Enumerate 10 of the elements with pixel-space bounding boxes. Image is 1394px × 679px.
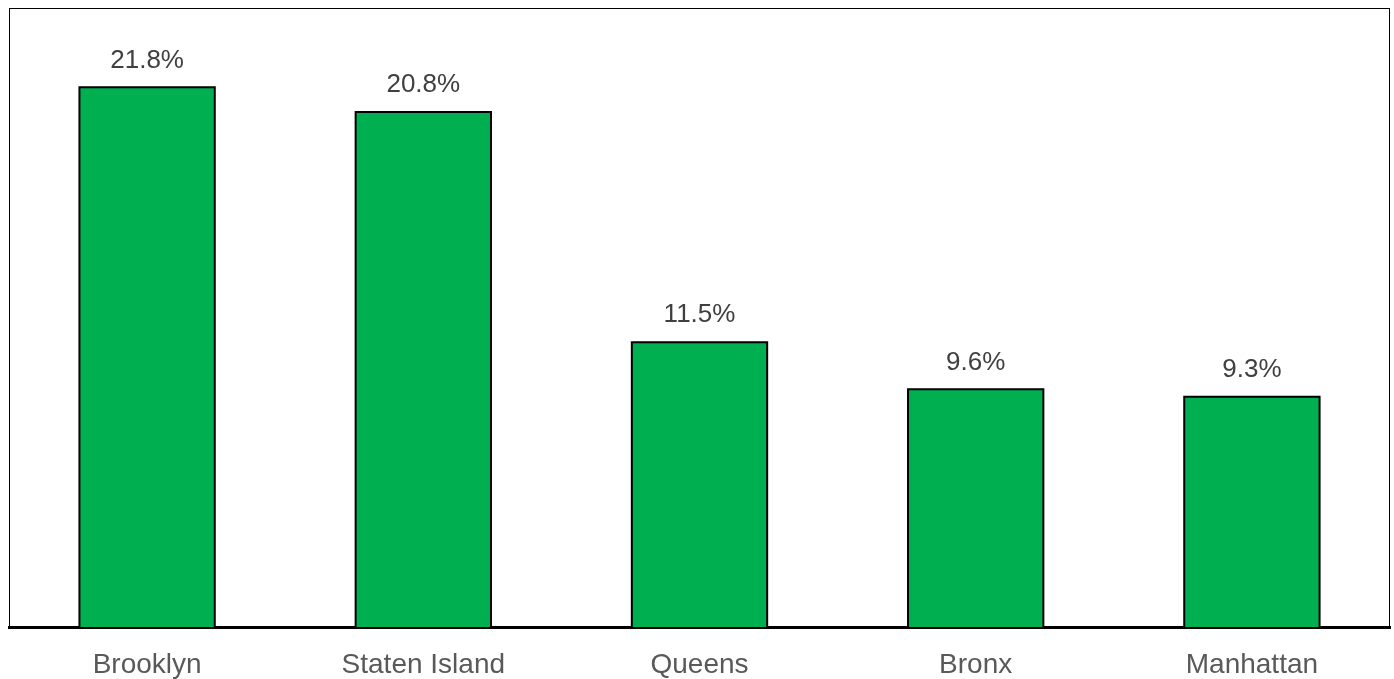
- data-label: 20.8%: [386, 68, 461, 99]
- x-tick-label: Bronx: [939, 647, 1013, 679]
- data-label: 9.6%: [946, 345, 1006, 376]
- data-label: 21.8%: [110, 43, 184, 74]
- x-tick-label: Staten Island: [341, 647, 506, 679]
- x-tick-label: Manhattan: [1185, 647, 1319, 679]
- x-tick-label: Brooklyn: [92, 647, 202, 679]
- data-label: 11.5%: [663, 298, 736, 329]
- data-label: 9.3%: [1222, 352, 1282, 383]
- x-tick-label: Queens: [650, 647, 749, 679]
